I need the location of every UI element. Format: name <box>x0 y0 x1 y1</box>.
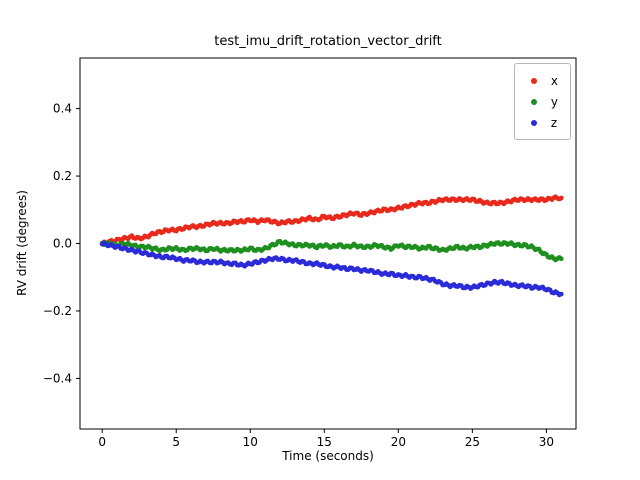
y-axis-label: RV drift (degrees) <box>15 190 29 296</box>
legend-label-z: z <box>550 115 558 130</box>
series-y <box>99 238 564 263</box>
y-tick-label: 0.4 <box>53 102 72 116</box>
y-tick-label: 0.0 <box>53 237 72 251</box>
x-tick-label: 5 <box>172 435 180 449</box>
series-z <box>99 240 564 298</box>
x-axis-label: Time (seconds) <box>282 449 374 463</box>
data-point <box>558 256 564 262</box>
data-point <box>558 195 564 201</box>
legend-label-x: x <box>550 73 558 88</box>
chart-title: test_imu_drift_rotation_vector_drift <box>214 34 442 49</box>
legend-entry-z: z <box>525 112 558 133</box>
legend-entry-x: x <box>525 70 558 91</box>
x-tick-label: 25 <box>465 435 480 449</box>
legend-marker-x-icon <box>530 77 537 84</box>
y-tick-label: −0.2 <box>43 304 72 318</box>
legend-entry-y: y <box>525 91 558 112</box>
legend-label-y: y <box>550 94 558 109</box>
x-tick-label: 10 <box>243 435 258 449</box>
legend: x y z <box>513 63 571 140</box>
x-tick-label: 0 <box>98 435 106 449</box>
x-tick-label: 30 <box>539 435 554 449</box>
data-point <box>558 291 564 297</box>
x-tick-label: 20 <box>391 435 406 449</box>
series-x <box>99 194 564 246</box>
y-tick-label: 0.2 <box>53 169 72 183</box>
legend-marker-y-icon <box>530 98 537 105</box>
legend-marker-z-icon <box>530 119 537 126</box>
x-tick-label: 15 <box>317 435 332 449</box>
y-tick-label: −0.4 <box>43 371 72 385</box>
